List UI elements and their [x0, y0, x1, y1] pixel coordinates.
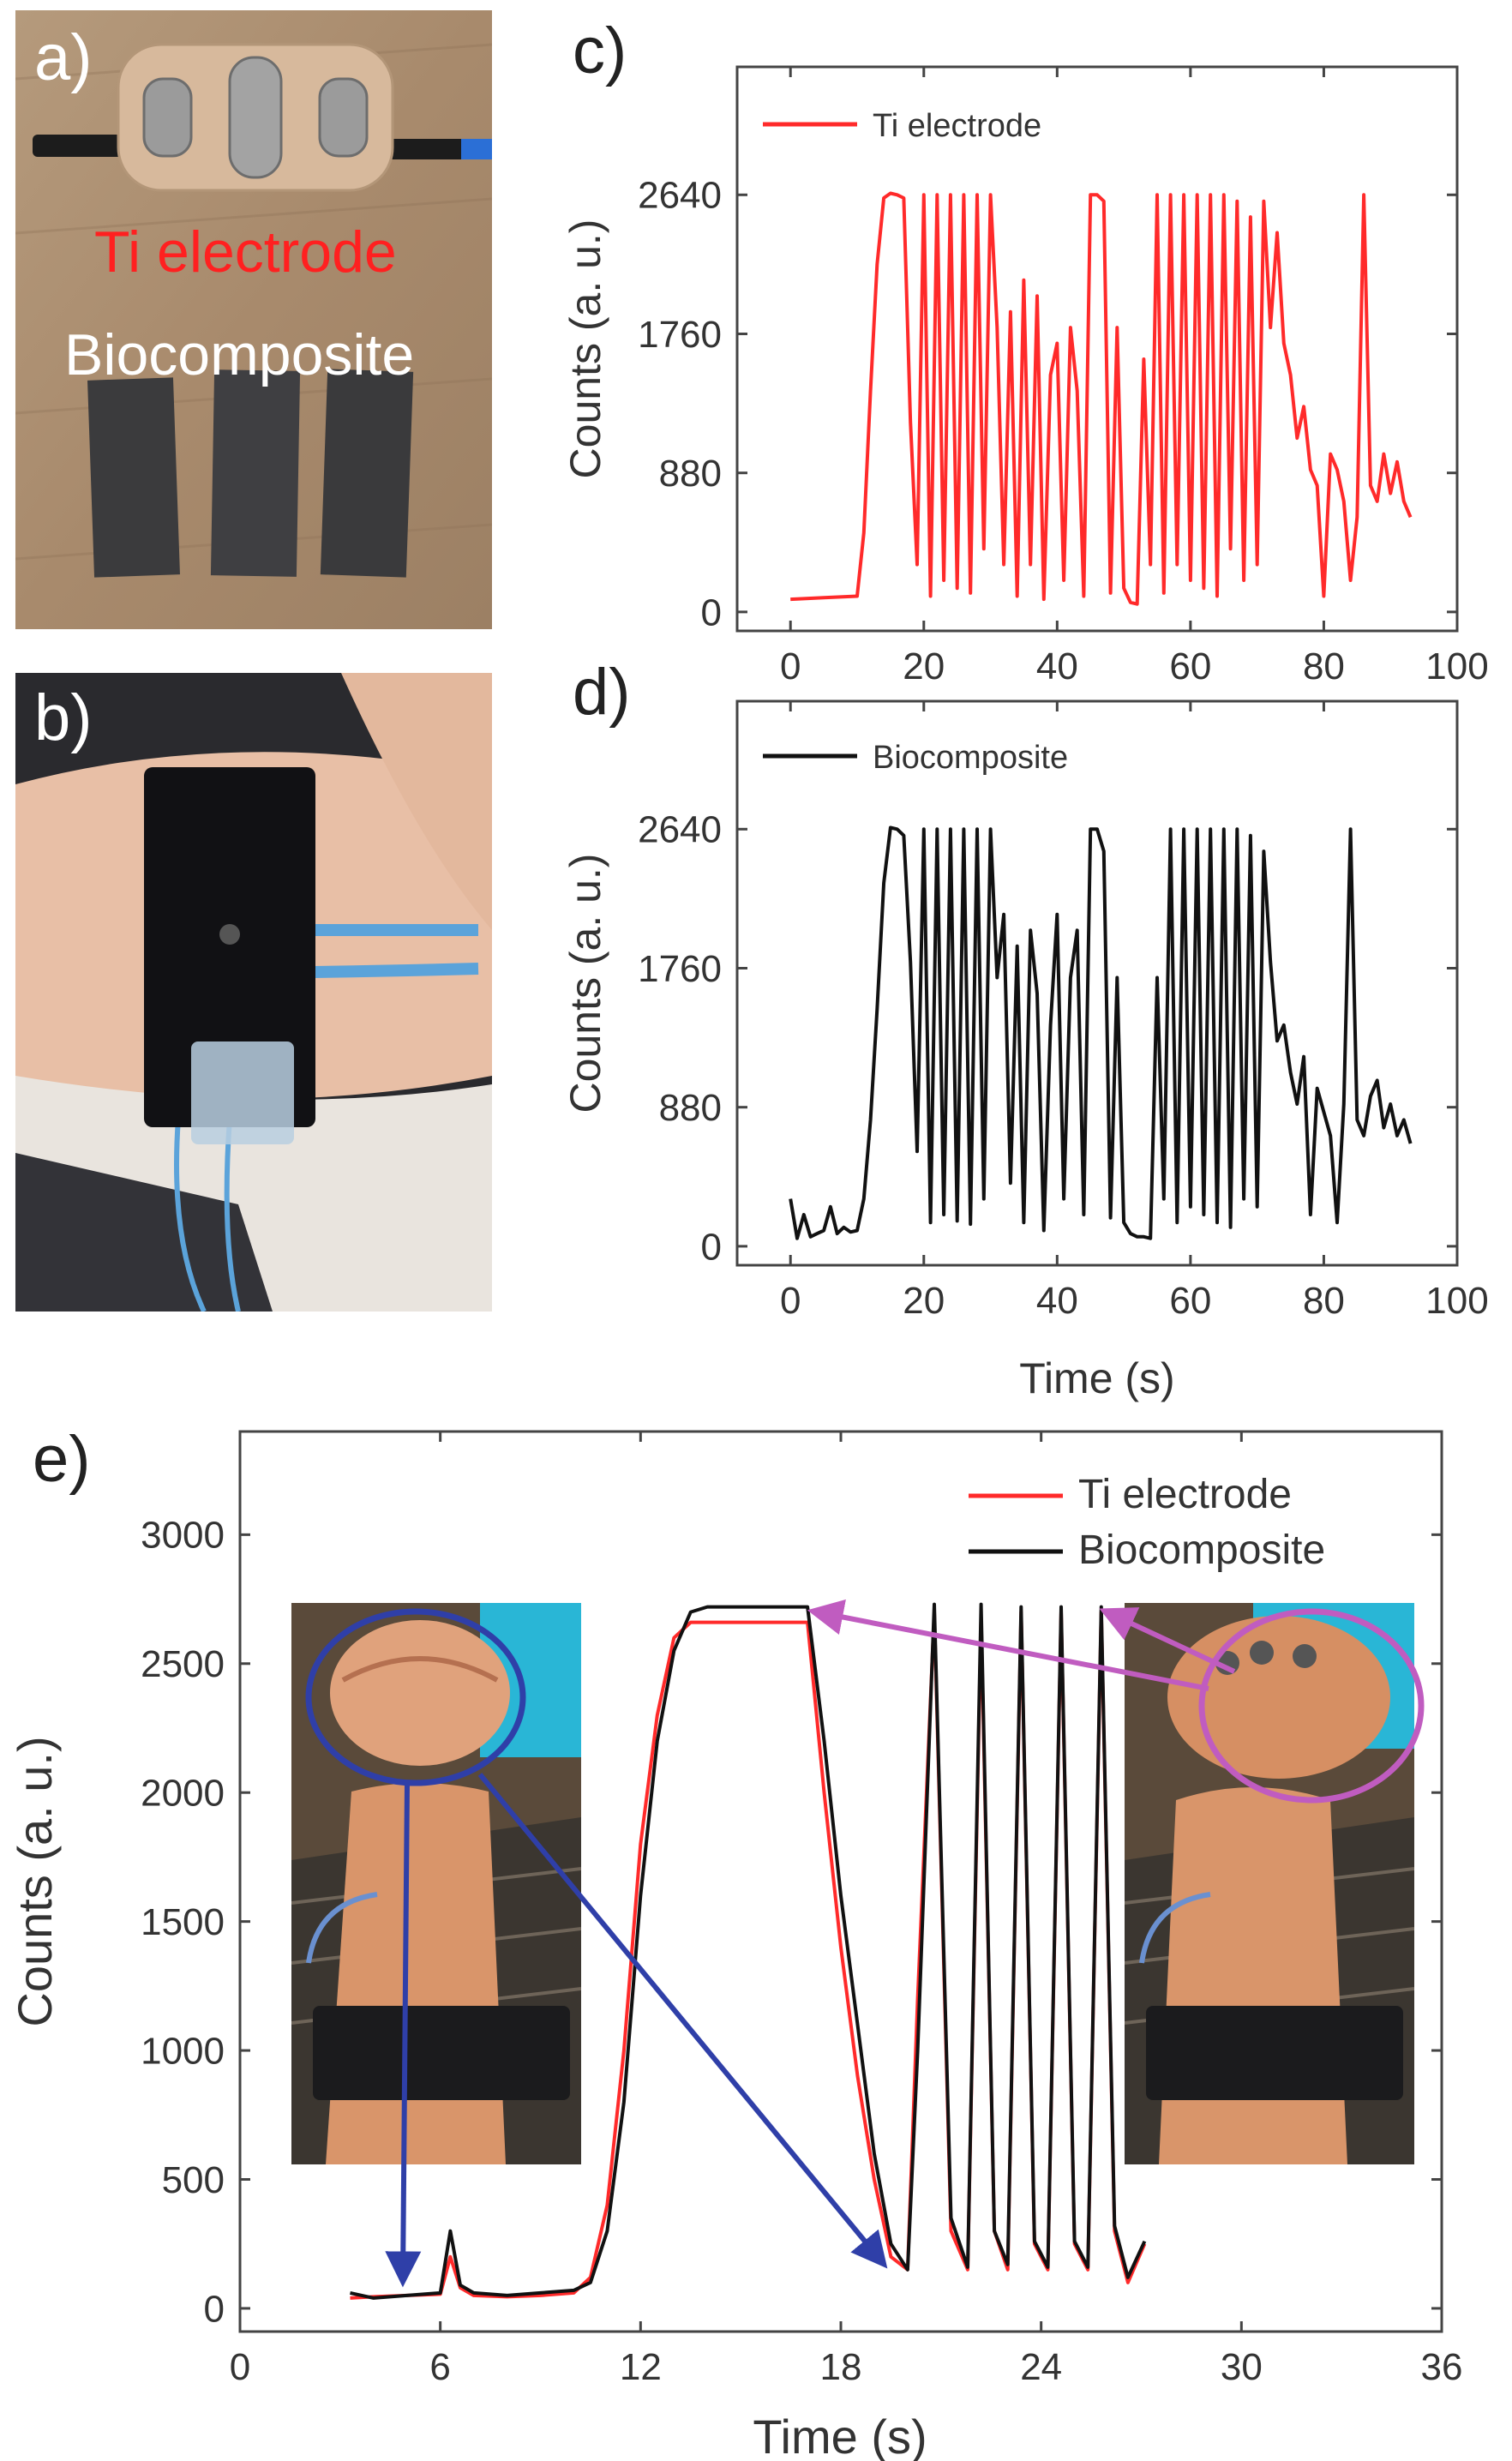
legend-label-e-0: Ti electrode [1078, 1472, 1292, 1517]
y-tick-label-e: 1000 [141, 2030, 225, 2072]
panel-letter-a: a) [34, 21, 93, 94]
x-tick-label-d: 80 [1303, 1280, 1345, 1322]
y-tick-label-c: 880 [659, 453, 722, 495]
y-tick-label-e: 2500 [141, 1643, 225, 1685]
panel-letter-e: e) [33, 1423, 91, 1496]
x-tick-label-c: 40 [1036, 645, 1078, 687]
y-tick-label-d: 2640 [638, 809, 722, 851]
y-axis-label-d: Counts (a. u.) [561, 854, 609, 1113]
x-tick-label-d: 60 [1169, 1280, 1211, 1322]
y-tick-label-e: 3000 [141, 1515, 225, 1557]
x-axis-label-d: Time (s) [1019, 1354, 1174, 1402]
y-tick-label-e: 0 [204, 2288, 225, 2330]
x-tick-label-e: 36 [1421, 2346, 1463, 2388]
x-tick-label-e: 18 [820, 2346, 862, 2388]
panel-letter-d: d) [573, 656, 631, 729]
legend-label-d-0: Biocomposite [873, 740, 1068, 776]
x-tick-label-d: 20 [903, 1280, 945, 1322]
plot-frame-d [735, 699, 1459, 1267]
y-tick-label-d: 880 [659, 1087, 722, 1129]
y-axis-label-c: Counts (a. u.) [561, 219, 609, 479]
photo-electrodes [15, 10, 492, 629]
photo-arm-device [15, 673, 492, 1312]
y-tick-label-e: 2000 [141, 1773, 225, 1815]
y-axis-label-e: Counts (a. u.) [8, 1736, 62, 2026]
y-tick-label-d: 0 [701, 1226, 722, 1268]
y-tick-label-e: 500 [162, 2159, 225, 2201]
photo-label-bio: Biocomposite [64, 322, 415, 387]
plot-frame-c [735, 65, 1459, 633]
y-tick-label-e: 1500 [141, 1901, 225, 1943]
y-tick-label-c: 1760 [638, 314, 722, 356]
x-tick-label-c: 80 [1303, 645, 1345, 687]
x-tick-label-c: 100 [1425, 645, 1488, 687]
panel-letter-b: b) [34, 681, 93, 754]
photo-label-ti: Ti electrode [94, 219, 397, 285]
x-tick-label-e: 30 [1221, 2346, 1263, 2388]
x-axis-label-e: Time (s) [753, 2410, 927, 2461]
series-line-d-0 [789, 825, 1413, 1240]
y-tick-label-c: 0 [701, 591, 722, 633]
panel-letter-c: c) [573, 15, 627, 87]
y-tick-label-d: 1760 [638, 948, 722, 990]
x-tick-label-d: 0 [780, 1280, 801, 1322]
legend-label-e-1: Biocomposite [1078, 1528, 1325, 1573]
series-line-c-0 [790, 191, 1413, 606]
x-tick-label-d: 40 [1036, 1280, 1078, 1322]
x-tick-label-c: 60 [1169, 645, 1211, 687]
x-tick-label-d: 100 [1425, 1280, 1488, 1322]
inset-photo-rest [291, 1603, 581, 2164]
legend-label-c-0: Ti electrode [873, 108, 1041, 144]
x-tick-label-e: 0 [230, 2346, 250, 2388]
x-tick-label-c: 0 [780, 645, 801, 687]
x-tick-label-e: 24 [1020, 2346, 1062, 2388]
inset-photo-fist [1125, 1603, 1414, 2164]
x-tick-label-e: 12 [620, 2346, 662, 2388]
x-tick-label-c: 20 [903, 645, 945, 687]
y-tick-label-c: 2640 [638, 175, 722, 217]
x-tick-label-e: 6 [429, 2346, 450, 2388]
